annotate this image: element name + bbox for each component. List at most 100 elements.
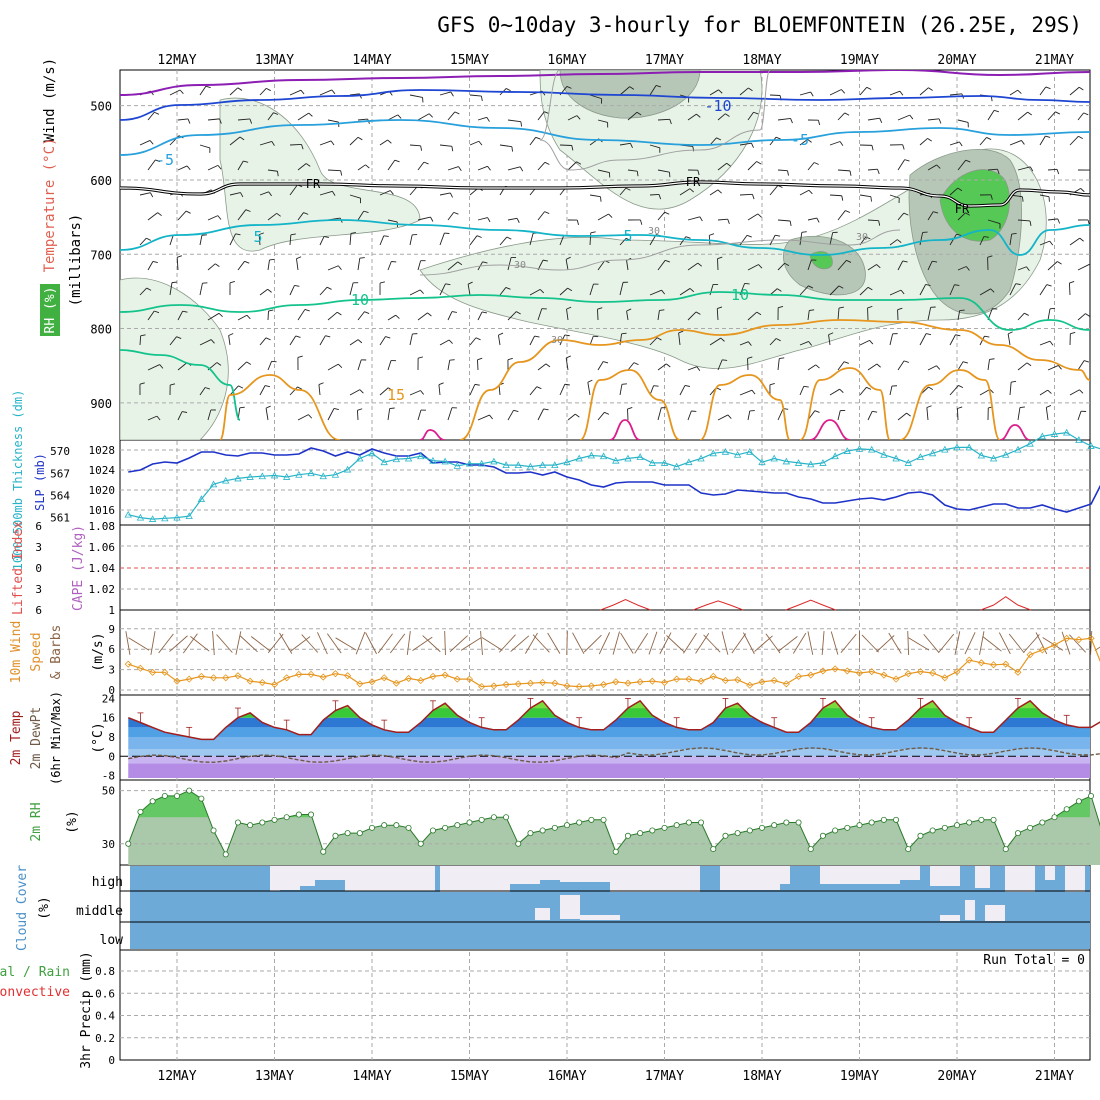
upper-wind-barb-flag	[627, 407, 633, 410]
wind-speed-point	[855, 669, 864, 677]
upper-wind-barb-flag	[897, 239, 902, 243]
surface-wind-barb	[982, 635, 994, 646]
rh-point	[722, 832, 729, 839]
thickness-point	[941, 445, 949, 453]
upper-wind-barb-flag	[303, 212, 309, 215]
upper-wind-barb-flag	[640, 219, 643, 225]
surface-wind-barb-tail	[481, 644, 483, 656]
upper-wind-barb-flag	[787, 170, 789, 176]
surface-wind-barb	[956, 631, 961, 646]
slp-thickness-panel: 570 567 564 561 1028 1024 1020 1016	[50, 428, 1100, 525]
upper-wind-barb-flag	[814, 410, 820, 413]
surface-wind-barb	[615, 631, 620, 646]
upper-wind-barb-flag	[450, 91, 454, 97]
upper-wind-barb-flag	[176, 336, 182, 340]
upper-wind-barb	[537, 111, 545, 121]
wind-speed-point	[746, 681, 754, 689]
surface-wind-barb-tail	[158, 644, 166, 654]
upper-wind-barb	[537, 308, 543, 321]
rh-point	[978, 816, 985, 823]
upper-wind-barb	[657, 118, 670, 121]
wind-speed-point	[1050, 641, 1059, 649]
temperature-panel: 24 16 8 0 -8	[102, 692, 1100, 783]
upper-wind-barb	[357, 359, 362, 371]
wind-speed-point	[758, 678, 766, 686]
upper-wind-barb	[447, 407, 453, 421]
pressure-tick-label: 700	[90, 248, 112, 262]
upper-wind-barb	[716, 308, 719, 321]
wind-speed-point	[344, 672, 352, 680]
surface-wind-barb-tail	[377, 644, 385, 654]
cloud-cover-panel: high middle low	[76, 866, 1090, 949]
upper-wind-barb-flag	[839, 141, 844, 146]
rh-point	[1051, 814, 1058, 821]
wind-speed-point	[624, 679, 632, 687]
wind-speed-point	[563, 682, 571, 690]
wind-speed-point	[880, 671, 888, 679]
upper-wind-barb	[147, 212, 158, 221]
upper-wind-barb	[537, 162, 546, 171]
thickness-point	[404, 454, 413, 462]
precip-tick-label: 0.2	[95, 1032, 115, 1045]
upper-wind-barb-flag	[576, 219, 579, 226]
upper-wind-barb	[349, 93, 360, 96]
upper-wind-barb	[657, 363, 667, 371]
upper-wind-barb	[259, 191, 269, 196]
wind-speed-point	[575, 683, 583, 691]
upper-wind-barb	[417, 113, 430, 121]
upper-wind-barb-flag	[1049, 340, 1054, 346]
rh-point	[1075, 798, 1082, 805]
upper-wind-barb-flag	[389, 407, 395, 410]
upper-wind-barb-flag	[482, 261, 488, 264]
wind-speed-point	[929, 669, 937, 677]
cloud-clear-block	[610, 866, 700, 892]
upper-wind-barb	[739, 341, 749, 346]
date-label-bottom: 13MAY	[255, 1069, 294, 1084]
upper-wind-barb	[507, 166, 521, 171]
upper-wind-barb	[619, 187, 627, 196]
date-label-bottom: 16MAY	[547, 1069, 586, 1084]
upper-wind-barb-flag	[204, 387, 211, 390]
upper-wind-barb	[897, 159, 906, 171]
thickness-point	[636, 453, 644, 460]
upper-wind-barb-flag	[659, 309, 665, 311]
upper-wind-barb	[289, 89, 302, 96]
upper-air-panel: -10 -5 -5 5 5 10 10 15 FR FR FR 30 30 30 30 500 600 700 80…	[90, 70, 1090, 440]
cloud-clear-block	[280, 866, 300, 890]
upper-wind-barb	[267, 361, 272, 371]
upper-wind-barb-flag	[1007, 331, 1013, 335]
upper-wind-barb-flag	[587, 379, 593, 383]
upper-wind-barb-flag	[330, 140, 335, 146]
rh-point	[929, 827, 936, 834]
upper-wind-barb	[709, 137, 717, 146]
upper-wind-barb-flag	[294, 285, 300, 287]
upper-wind-barb	[799, 285, 809, 296]
rh-point	[734, 830, 741, 837]
upper-wind-barb-flag	[746, 234, 752, 238]
upper-wind-barb	[897, 260, 904, 271]
upper-wind-barb	[747, 161, 757, 171]
upper-wind-barb-flag	[276, 212, 281, 217]
wind-speed-point	[356, 680, 364, 688]
upper-wind-barb	[417, 216, 431, 221]
upper-plot-area: -10 -5 -5 5 5 10 10 15 FR FR FR 30 30 30 30	[120, 70, 1090, 440]
cape-tick-label: 1.06	[89, 541, 116, 554]
upper-wind-barb-flag	[1047, 389, 1052, 394]
upper-wind-barb	[417, 260, 422, 271]
contour-label: FR	[306, 177, 321, 191]
li-tick-label: 3	[35, 541, 42, 554]
upper-wind-barb-flag	[249, 118, 253, 124]
upper-wind-barb	[387, 261, 392, 271]
upper-wind-barb-flag	[727, 218, 730, 224]
upper-wind-barb-flag	[876, 363, 881, 368]
upper-wind-barb-flag	[866, 386, 872, 390]
upper-wind-barb	[297, 212, 304, 221]
cloud-clear-block	[270, 866, 280, 891]
upper-wind-barb	[777, 262, 785, 271]
rh-point	[600, 816, 607, 823]
thickness-point	[880, 450, 888, 458]
upper-wind-barb-flag	[420, 145, 423, 151]
rh-point	[271, 816, 278, 823]
temperature-contour	[459, 319, 1090, 440]
upper-wind-barb-flag	[513, 409, 519, 412]
